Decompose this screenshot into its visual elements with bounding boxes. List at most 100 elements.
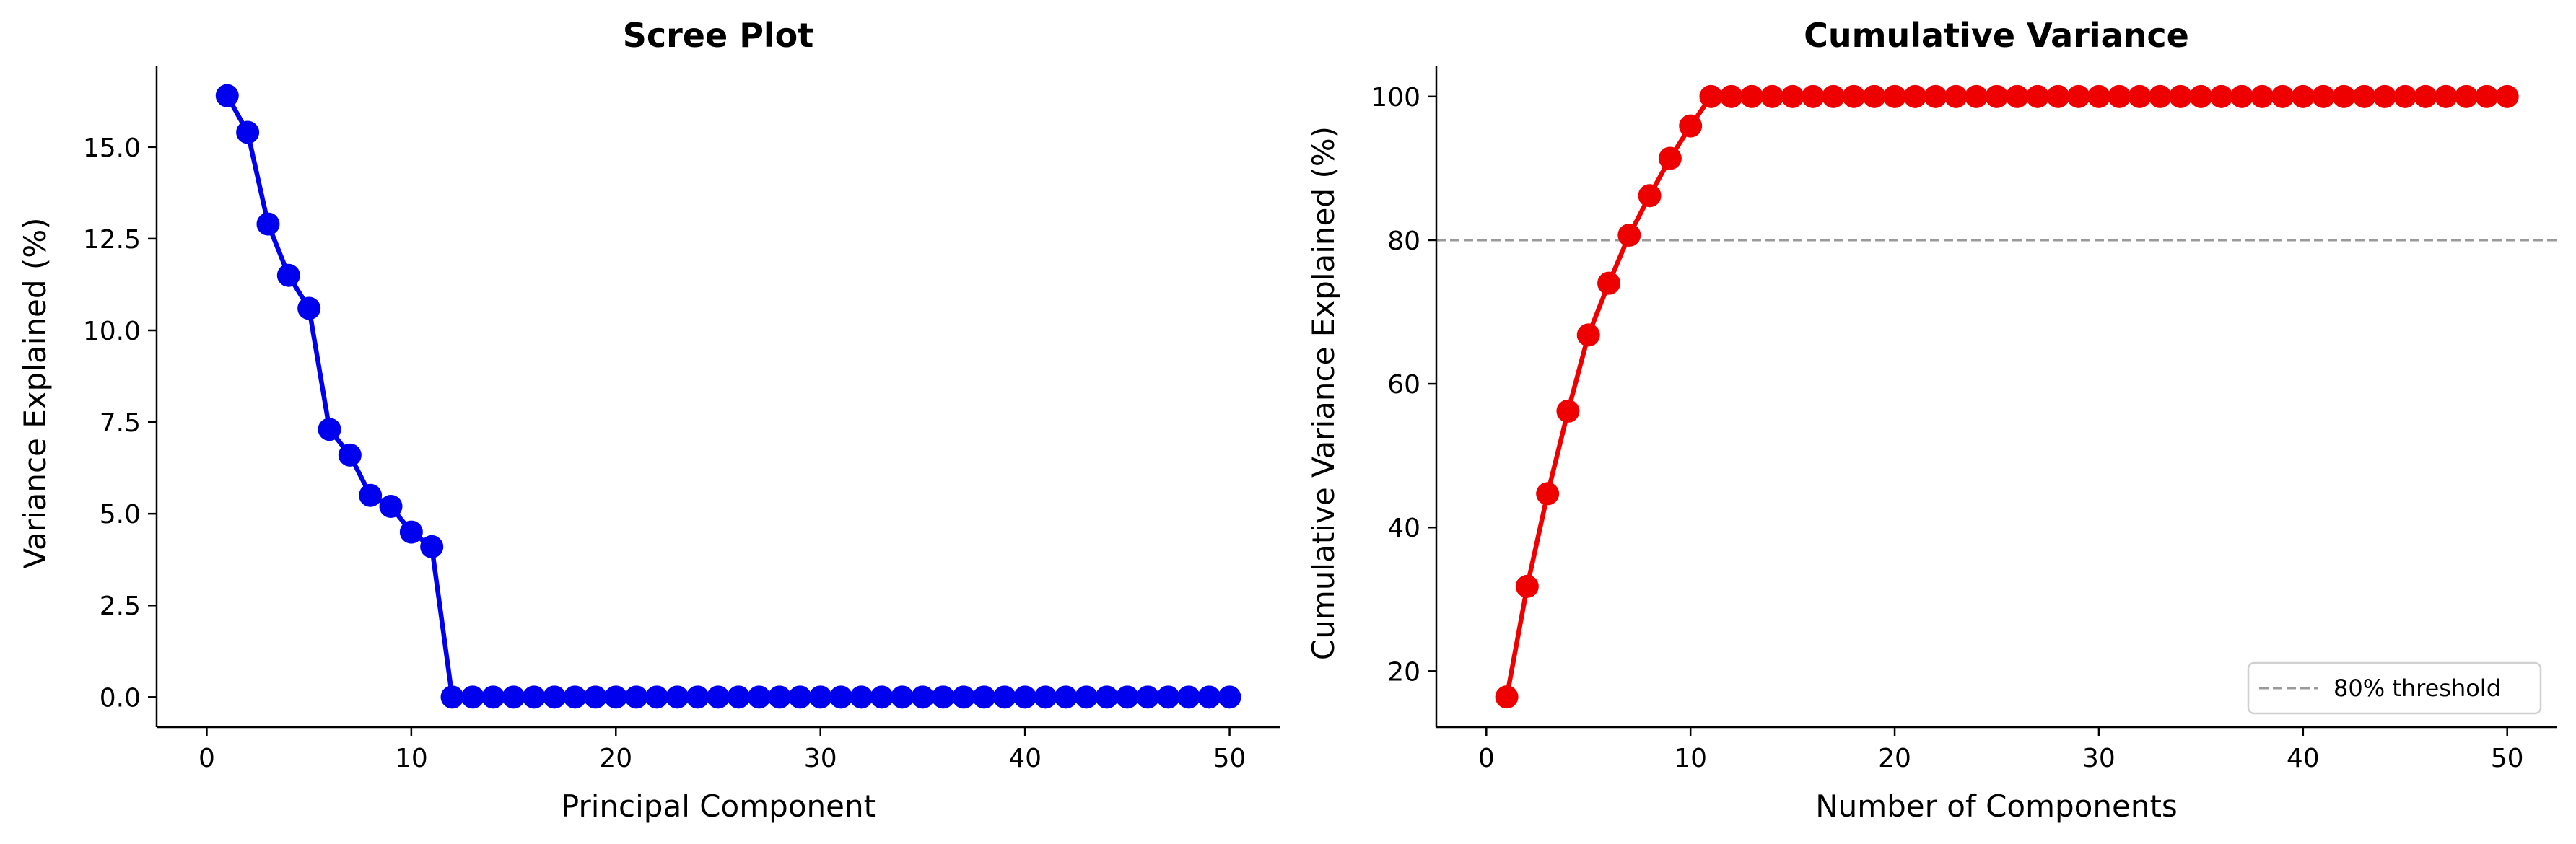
scree-plot-data-point <box>625 685 648 708</box>
scree-plot-data-point <box>993 685 1016 708</box>
scree-plot-y-tick-label: 12.5 <box>83 225 141 255</box>
cumulative-variance-x-tick-label: 40 <box>2287 744 2320 773</box>
cumulative-variance-data-point <box>1556 400 1579 423</box>
cumulative-variance-data-point <box>1883 85 1906 108</box>
cumulative-variance-data-point <box>1516 575 1539 598</box>
scree-plot-data-point <box>686 685 710 708</box>
scree-plot-data-point <box>216 84 239 107</box>
cumulative-variance-data-point <box>2149 85 2172 108</box>
cumulative-variance-data-point <box>1986 85 2009 108</box>
scree-plot-data-point <box>584 685 607 708</box>
scree-plot-data-point <box>441 685 464 708</box>
scree-plot-x-ticks: 0 10 20 30 40 50 <box>198 727 1246 773</box>
cumulative-variance-markers <box>1496 85 2519 708</box>
cumulative-variance-y-ticks: 20 40 60 80 100 <box>1371 83 1436 687</box>
cumulative-variance-data-point <box>2373 85 2396 108</box>
cumulative-variance-x-tick-label: 10 <box>1674 744 1707 773</box>
scree-plot-data-point <box>318 418 341 441</box>
legend: 80% threshold <box>2248 663 2541 713</box>
cumulative-variance-data-point <box>1944 85 1968 108</box>
cumulative-variance-data-point <box>2129 85 2152 108</box>
cumulative-variance-data-point <box>1597 272 1620 295</box>
cumulative-variance-data-point <box>2046 85 2069 108</box>
scree-plot-data-point <box>707 685 730 708</box>
scree-plot-data-point <box>380 495 403 518</box>
scree-plot-data-point <box>256 213 279 236</box>
cumulative-variance-data-point <box>2475 85 2498 108</box>
scree-plot-data-point <box>564 685 587 708</box>
scree-plot-y-tick-label: 10.0 <box>83 317 141 346</box>
cumulative-variance-data-point <box>1720 85 1743 108</box>
scree-plot-data-point <box>359 484 382 507</box>
cumulative-variance-x-tick-label: 50 <box>2491 744 2524 773</box>
scree-plot-series-line <box>227 96 1230 698</box>
scree-plot-xlabel: Principal Component <box>561 788 876 824</box>
cumulative-variance-data-point <box>1842 85 1865 108</box>
cumulative-variance-y-tick-label: 60 <box>1387 370 1420 400</box>
scree-plot-data-point <box>748 685 771 708</box>
cumulative-variance-data-point <box>1679 115 1702 138</box>
cumulative-variance-title: Cumulative Variance <box>1804 16 2189 55</box>
scree-plot-data-point <box>952 685 975 708</box>
scree-plot-data-point <box>829 685 852 708</box>
cumulative-variance-data-point <box>2006 85 2029 108</box>
cumulative-variance-data-point <box>2230 85 2253 108</box>
cumulative-variance-data-point <box>2435 85 2458 108</box>
cumulative-variance-data-point <box>2189 85 2212 108</box>
scree-plot-data-point <box>1075 685 1098 708</box>
cumulative-variance-data-point <box>1740 85 1763 108</box>
cumulative-variance-data-point <box>1659 146 1682 170</box>
scree-plot-data-point <box>768 685 791 708</box>
scree-plot-data-point <box>339 444 362 467</box>
scree-plot-y-tick-label: 15.0 <box>83 133 141 163</box>
scree-plot-y-ticks: 0.0 2.5 5.0 7.5 10.0 12.5 15.0 <box>83 133 157 713</box>
cumulative-variance-plot: Cumulative Variance Number of Components… <box>1306 16 2557 824</box>
cumulative-variance-y-tick-label: 20 <box>1387 657 1420 687</box>
cumulative-variance-y-tick-label: 40 <box>1387 514 1420 543</box>
scree-plot-y-tick-label: 0.0 <box>100 683 141 713</box>
scree-plot-data-point <box>665 685 689 708</box>
cumulative-variance-data-point <box>1863 85 1886 108</box>
scree-plot-data-point <box>645 685 668 708</box>
cumulative-variance-data-point <box>2312 85 2335 108</box>
cumulative-variance-data-point <box>2332 85 2355 108</box>
scree-plot-title: Scree Plot <box>623 16 814 55</box>
scree-plot-data-point <box>400 521 423 544</box>
cumulative-variance-data-point <box>2496 85 2519 108</box>
cumulative-variance-x-tick-label: 30 <box>2082 744 2116 773</box>
scree-plot-data-point <box>297 296 320 320</box>
scree-plot-data-point <box>1218 685 1241 708</box>
scree-plot-data-point <box>932 685 955 708</box>
scree-plot-data-point <box>850 685 873 708</box>
scree-plot-data-point <box>1136 685 1159 708</box>
cumulative-variance-y-tick-label: 80 <box>1387 227 1420 256</box>
cumulative-variance-data-point <box>1903 85 1926 108</box>
scree-plot-data-point <box>1177 685 1200 708</box>
scree-plot-data-point <box>1055 685 1078 708</box>
scree-plot-data-point <box>236 120 259 144</box>
scree-plot: Scree Plot Principal Component Variance … <box>17 16 1280 824</box>
scree-plot-x-tick-label: 40 <box>1008 744 1042 773</box>
scree-plot-data-point <box>420 535 443 558</box>
scree-plot-data-point <box>891 685 914 708</box>
cumulative-variance-x-tick-label: 20 <box>1878 744 1911 773</box>
cumulative-variance-data-point <box>1496 685 1519 708</box>
scree-plot-x-tick-label: 10 <box>395 744 428 773</box>
scree-plot-data-point <box>809 685 832 708</box>
scree-plot-data-point <box>1096 685 1119 708</box>
scree-plot-x-tick-label: 20 <box>599 744 632 773</box>
cumulative-variance-data-point <box>2414 85 2437 108</box>
cumulative-variance-data-point <box>1965 85 1988 108</box>
scree-plot-data-point <box>277 264 300 287</box>
cumulative-variance-x-ticks: 0 10 20 30 40 50 <box>1478 727 2524 773</box>
cumulative-variance-x-tick-label: 0 <box>1478 744 1495 773</box>
legend-label: 80% threshold <box>2333 674 2501 702</box>
cumulative-variance-data-point <box>1822 85 1845 108</box>
scree-plot-y-tick-label: 7.5 <box>100 408 141 438</box>
scree-plot-data-point <box>502 685 525 708</box>
cumulative-variance-data-point <box>1577 323 1600 346</box>
scree-plot-x-tick-label: 30 <box>804 744 837 773</box>
scree-plot-data-point <box>1197 685 1221 708</box>
scree-plot-data-point <box>1013 685 1036 708</box>
scree-plot-data-point <box>727 685 750 708</box>
